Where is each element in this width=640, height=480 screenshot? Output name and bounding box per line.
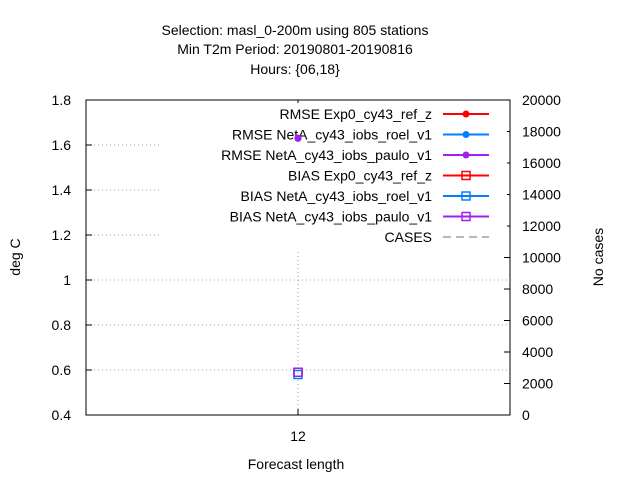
legend-marker (462, 110, 470, 118)
y2-tick-label: 8000 (522, 281, 553, 297)
legend-label: BIAS Exp0_cy43_ref_z (288, 168, 432, 184)
y-tick-label: 1.2 (52, 227, 72, 243)
legend-label: CASES (385, 229, 432, 245)
y2-tick-label: 10000 (522, 250, 561, 266)
data-point (294, 134, 302, 142)
chart-title-line-2: Min T2m Period: 20190801-20190816 (177, 41, 413, 57)
chart-title-line-3: Hours: {06,18} (250, 61, 340, 77)
legend-label: BIAS NetA_cy43_iobs_paulo_v1 (230, 209, 433, 225)
y-tick-label: 0.6 (52, 362, 72, 378)
chart-title-line-1: Selection: masl_0-200m using 805 station… (162, 22, 429, 38)
y-tick-label: 0.8 (52, 317, 72, 333)
y-tick-label: 1 (63, 272, 71, 288)
y-axis-label: deg C (7, 238, 23, 275)
y2-tick-label: 12000 (522, 218, 561, 234)
y2-tick-label: 14000 (522, 187, 561, 203)
legend-marker (461, 211, 471, 222)
data-point (293, 369, 303, 380)
y-axis-ticks: 0.4 0.6 0.8 1 1.2 1.4 1.6 1.8 (52, 92, 92, 423)
y2-tick-label: 20000 (522, 92, 561, 108)
data-points (293, 134, 303, 380)
legend-label: RMSE NetA_cy43_iobs_roel_v1 (232, 127, 432, 143)
y2-tick-label: 4000 (522, 344, 553, 360)
y2-tick-label: 18000 (522, 124, 561, 140)
legend-label: RMSE NetA_cy43_iobs_paulo_v1 (221, 147, 432, 163)
y-tick-label: 1.8 (52, 92, 72, 108)
y2-tick-label: 6000 (522, 313, 553, 329)
legend-label: BIAS NetA_cy43_iobs_roel_v1 (241, 188, 433, 204)
y2-tick-label: 16000 (522, 155, 561, 171)
y2-axis-label: No cases (590, 228, 606, 286)
legend-background (160, 103, 507, 251)
x-tick-label: 12 (290, 428, 306, 444)
chart-title: Selection: masl_0-200m using 805 station… (162, 22, 429, 77)
y-tick-label: 0.4 (52, 407, 72, 423)
legend-label: RMSE Exp0_cy43_ref_z (279, 106, 432, 122)
legend: RMSE Exp0_cy43_ref_z RMSE NetA_cy43_iobs_… (160, 103, 507, 251)
y2-tick-label: 0 (522, 407, 530, 423)
data-point (293, 367, 303, 377)
y2-tick-label: 2000 (522, 376, 553, 392)
y-tick-label: 1.6 (52, 137, 72, 153)
legend-marker (461, 191, 471, 201)
legend-marker (461, 170, 471, 181)
y-tick-label: 1.4 (52, 182, 72, 198)
x-axis-label: Forecast length (248, 456, 345, 472)
legend-marker (462, 131, 470, 138)
y2-axis-ticks: 0 2000 4000 6000 8000 10000 12000 14000 16000 180… (504, 92, 561, 423)
legend-marker (462, 151, 470, 159)
